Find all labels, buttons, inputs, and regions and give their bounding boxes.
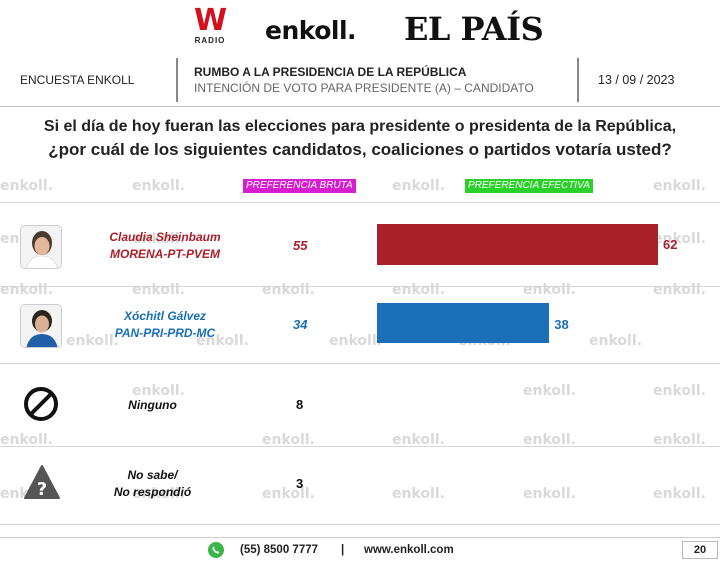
whatsapp-icon [208, 542, 224, 558]
watermark: enkoll. [262, 486, 315, 502]
watermark: enkoll. [392, 282, 445, 298]
survey-question: Si el día de hoy fueran las elecciones p… [43, 118, 677, 159]
svg-text:?: ? [37, 479, 47, 500]
watermark: enkoll. [653, 282, 706, 298]
watermark: enkoll. [589, 333, 642, 349]
page-title: RUMBO A LA PRESIDENCIA DE LA REPÚBLICA [194, 65, 467, 79]
sheinbaum-photo [20, 225, 62, 269]
watermark: enkoll. [132, 282, 185, 298]
row-separator [0, 286, 720, 287]
watermark: enkoll. [262, 432, 315, 448]
efectiva-bar-galvez [377, 303, 550, 343]
watermark: enkoll. [132, 231, 185, 247]
page-subtitle: INTENCIÓN DE VOTO PARA PRESIDENTE (A) – … [194, 81, 534, 95]
enkoll-logo: enkoll. [265, 16, 357, 45]
galvez-photo [20, 304, 62, 348]
survey-date: 13 / 09 / 2023 [598, 73, 675, 87]
footer-phone: (55) 8500 7777 [240, 544, 319, 556]
watermark: enkoll. [523, 486, 576, 502]
bruta-value-galvez: 34 [293, 317, 308, 332]
legend-preferencia-efectiva: PREFERENCIA EFECTIVA [465, 179, 593, 193]
logo-bar: W RADIO enkoll. EL PAÍS [0, 6, 720, 50]
bruta-value-ninguno: 8 [296, 397, 304, 412]
bruta-value-sheinbaum: 55 [293, 238, 308, 253]
candidate-name-sheinbaum: Claudia Sheinbaum MORENA-PT-PVEM [109, 230, 221, 261]
watermark: enkoll. [523, 282, 576, 298]
watermark: enkoll. [132, 486, 185, 502]
watermark: enkoll. [196, 333, 249, 349]
page-number: 20 [682, 541, 718, 559]
header-titles: RUMBO A LA PRESIDENCIA DE LA REPÚBLICA I… [194, 64, 534, 96]
watermark: enkoll. [66, 333, 119, 349]
watermark: enkoll. [262, 282, 315, 298]
candidate-name-galvez: Xóchitl Gálvez PAN-PRI-PRD-MC [114, 309, 216, 340]
watermark: enkoll. [653, 383, 706, 399]
w-radio-logo: W RADIO [193, 3, 227, 46]
question-icon: ? [22, 463, 62, 503]
watermark: enkoll. [0, 178, 53, 194]
watermark: enkoll. [132, 383, 185, 399]
row-separator [0, 524, 720, 525]
watermark: enkoll. [653, 178, 706, 194]
bruta-value-no-sabe: 3 [296, 476, 304, 491]
footer-separator: | [341, 544, 345, 556]
watermark: enkoll. [653, 432, 706, 448]
option-ninguno: Ninguno [128, 398, 177, 412]
watermark: enkoll. [523, 383, 576, 399]
watermark: enkoll. [392, 486, 445, 502]
watermark: enkoll. [329, 333, 382, 349]
survey-label: ENCUESTA ENKOLL [20, 73, 135, 87]
watermark: enkoll. [132, 178, 185, 194]
footer-url[interactable]: www.enkoll.com [364, 544, 454, 556]
divider [176, 58, 178, 102]
watermark: enkoll. [392, 432, 445, 448]
efectiva-value-sheinbaum: 62 [663, 237, 678, 252]
legend-preferencia-bruta: PREFERENCIA BRUTA [243, 179, 356, 193]
footer: (55) 8500 7777 | www.enkoll.com 20 [0, 537, 720, 562]
header-rule [0, 106, 720, 107]
watermark: enkoll. [523, 432, 576, 448]
watermark: enkoll. [392, 178, 445, 194]
watermark: enkoll. [653, 486, 706, 502]
row-separator [0, 363, 720, 364]
efectiva-value-galvez: 38 [554, 317, 569, 332]
divider [577, 58, 579, 102]
option-no-sabe: No sabe/ No respondió [113, 468, 192, 499]
watermark: enkoll. [653, 231, 706, 247]
watermark: enkoll. [0, 282, 53, 298]
row-separator [0, 202, 720, 203]
watermark: enkoll. [0, 432, 53, 448]
el-pais-logo: EL PAÍS [404, 10, 544, 48]
row-separator [0, 446, 720, 447]
efectiva-bar-sheinbaum [377, 224, 658, 265]
prohibited-icon [22, 385, 62, 425]
